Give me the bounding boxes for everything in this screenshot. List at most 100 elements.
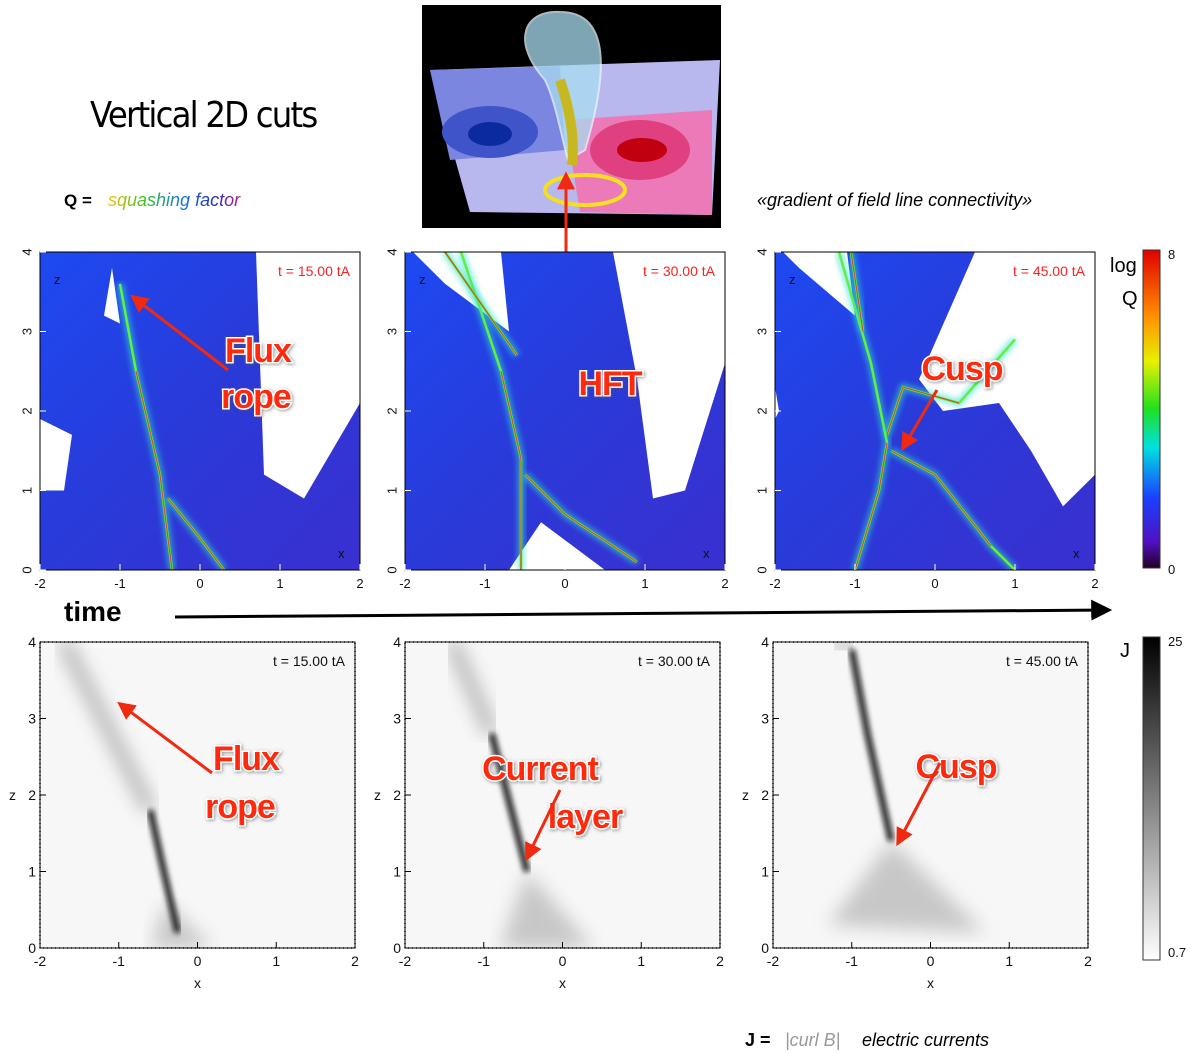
colorbar-label: Q [1122,288,1138,310]
x-tick-label: 1 [1005,953,1013,969]
plot-image [775,252,1095,570]
x-tick-label: 0 [931,576,938,591]
y-tick-label: 0 [28,940,36,956]
y-tick-label: 2 [19,407,34,414]
x-tick-label: -1 [113,953,126,969]
time-stamp: t = 45.00 tA [1006,653,1079,669]
x-tick-label: -1 [479,576,491,591]
y-tick-label: 0 [393,940,401,956]
y-tick-label: 1 [754,487,769,494]
x-tick-label: -2 [34,576,46,591]
q-label: Q = [64,191,92,210]
y-tick-label: 3 [384,328,399,335]
y-tick-label: 4 [761,634,769,650]
x-tick-label: 2 [356,576,363,591]
x-axis-label: x [194,975,201,991]
x-tick-label: 2 [1091,576,1098,591]
colorbar-min: 0 [1168,562,1175,577]
y-tick-label: 3 [754,328,769,335]
annotation: HFT [578,365,642,403]
x-axis-label: x [703,546,710,561]
y-axis-label: z [9,787,16,803]
x-tick-label: -2 [399,576,411,591]
x-tick-label: -2 [769,576,781,591]
x-tick-label: 1 [276,576,283,591]
y-tick-label: 3 [28,711,36,727]
y-axis-label: z [419,272,426,287]
annotation: Cusp [916,748,997,786]
q-colorbar [1143,250,1160,568]
time-label: time [64,596,122,627]
x-tick-label: 1 [272,953,280,969]
y-tick-label: 1 [19,487,34,494]
time-stamp: t = 30.00 tA [643,263,716,279]
y-tick-label: 4 [28,634,36,650]
x-tick-label: -1 [849,576,861,591]
colorbar-max: 25 [1168,634,1182,649]
y-axis-label: z [742,787,749,803]
x-tick-label: 1 [641,576,648,591]
j-description: |curl B| [785,1030,840,1050]
y-tick-label: 0 [19,566,34,573]
y-tick-label: 1 [761,864,769,880]
annotation: Cusp [922,350,1003,388]
y-tick-label: 1 [28,864,36,880]
y-tick-label: 4 [754,248,769,255]
x-tick-label: 0 [196,576,203,591]
x-tick-label: -1 [846,953,859,969]
y-tick-label: 4 [384,248,399,255]
y-tick-label: 1 [384,487,399,494]
colorbar-label: J [1120,640,1130,662]
colorbar-label: log [1110,255,1137,277]
panels: -2 -1 0 1 2 0 1 2 3 4 z x t = 15.00 tA Flux rope -2 -1 0 1… [9,248,1099,991]
field-background [405,642,720,948]
q-description: squashing factor [108,190,241,210]
x-tick-label: 2 [351,953,359,969]
x-axis-label: x [338,546,345,561]
x-tick-label: 2 [716,953,724,969]
x-tick-label: 2 [721,576,728,591]
title: Vertical 2D cuts [90,94,317,136]
x-axis-label: x [927,975,934,991]
time-stamp: t = 15.00 tA [273,653,346,669]
annotation: rope [205,788,275,826]
x-tick-label: 1 [637,953,645,969]
y-tick-label: 4 [19,248,34,255]
slide: Vertical 2D cuts Q = squashing factor «g… [0,0,1200,1054]
x-tick-label: 0 [561,576,568,591]
x-tick-label: 1 [1011,576,1018,591]
y-tick-label: 3 [761,711,769,727]
x-tick-label: 0 [559,953,567,969]
y-axis-label: z [54,272,61,287]
y-tick-label: 3 [393,711,401,727]
y-tick-label: 4 [393,634,401,650]
x-tick-label: 0 [194,953,202,969]
y-axis-label: z [374,787,381,803]
j-colorbar [1143,637,1160,960]
y-tick-label: 0 [754,566,769,573]
annotation: Flux [213,740,280,778]
time-stamp: t = 30.00 tA [638,653,711,669]
x-axis-label: x [1073,546,1080,561]
y-tick-label: 3 [19,328,34,335]
y-tick-label: 2 [393,787,401,803]
plot-panel: -2-101201234zxt = 30.00 tACurrentlayer [374,634,724,991]
annotation: Current [482,750,598,788]
y-tick-label: 2 [754,407,769,414]
plot-image [40,642,355,948]
annotation: layer [548,798,623,836]
x-tick-label: 2 [1084,953,1092,969]
annotation: Flux [225,332,292,370]
y-tick-label: 1 [393,864,401,880]
y-tick-label: 0 [384,566,399,573]
time-stamp: t = 45.00 tA [1013,263,1086,279]
plot-image [405,252,725,570]
x-axis-label: x [559,975,566,991]
plot-image [405,642,720,948]
time-arrow [175,610,1108,617]
x-tick-label: -1 [114,576,126,591]
